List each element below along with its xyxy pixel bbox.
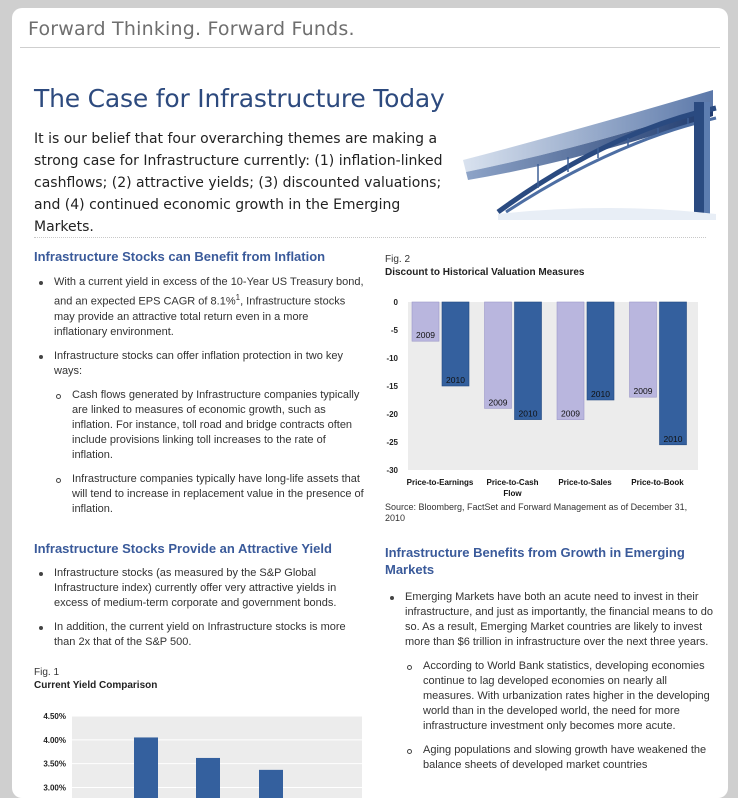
bridge-image — [463, 90, 717, 220]
fig2-source: Source: Bloomberg, FactSet and Forward M… — [385, 502, 688, 523]
em-bullets: Emerging Markets have both an acute need… — [385, 590, 713, 782]
fig2-title: Discount to Historical Valuation Measure… — [385, 267, 585, 278]
x-tick-label: Price-to-Cash — [486, 478, 538, 487]
data-label: 2010 — [446, 375, 465, 385]
bar-2009-1 — [484, 301, 512, 409]
y-tick-label: -20 — [386, 410, 398, 419]
document-page: Forward Thinking. Forward Funds. The Cas… — [12, 8, 728, 798]
fig2-label: Fig. 2 — [385, 254, 411, 265]
y-tick-label: -30 — [386, 466, 398, 475]
list-item: According to World Bank statistics, deve… — [385, 659, 713, 734]
tagline: Forward Thinking. Forward Funds. — [28, 18, 355, 40]
y-tick-label: -15 — [386, 382, 398, 391]
bar-2010-1 — [514, 301, 542, 420]
intro-paragraph: It is our belief that four overarching t… — [34, 131, 443, 235]
data-label: 2009 — [416, 330, 435, 340]
inflation-bullets: With a current yield in excess of the 10… — [34, 275, 364, 526]
x-tick-label: Price-to-Earnings — [407, 478, 474, 487]
data-label: 2010 — [519, 409, 538, 419]
bar-0 — [134, 737, 158, 798]
data-label: 2010 — [591, 389, 610, 399]
bar-2 — [259, 769, 283, 798]
section-title-em: Infrastructure Benefits from Growth in E… — [385, 545, 685, 577]
bar-2010-3 — [659, 301, 687, 446]
x-tick-label: Price-to-Sales — [558, 478, 612, 487]
section-title-inflation: Infrastructure Stocks can Benefit from I… — [34, 249, 326, 264]
list-item: Infrastructure companies typically have … — [34, 472, 364, 517]
data-label: 2009 — [489, 397, 508, 407]
bar-2009-2 — [556, 301, 585, 420]
y-tick-label: -10 — [386, 354, 398, 363]
bar-2009-0 — [411, 301, 440, 342]
bar-2010-0 — [441, 301, 470, 387]
fig2-chart: 0 -5 -10 -15 -20 -25 -30 2009 2010 Price-to-Earni… — [386, 298, 698, 498]
fig1-label: Fig. 1 — [34, 667, 60, 678]
list-item: Infrastructure stocks can offer inflatio… — [34, 349, 364, 379]
list-item: Emerging Markets have both an acute need… — [385, 590, 713, 650]
header-divider — [20, 47, 720, 48]
list-item: With a current yield in excess of the 10… — [34, 275, 364, 340]
y-tick-label: 4.00% — [43, 736, 66, 745]
section-divider — [34, 237, 706, 238]
bar-1 — [196, 757, 220, 798]
list-item: Aging populations and slowing growth hav… — [385, 743, 713, 773]
bar-2009-3 — [629, 301, 657, 398]
section-title-yield: Infrastructure Stocks Provide an Attract… — [34, 541, 332, 556]
y-tick-label: -25 — [386, 438, 398, 447]
y-tick-label: 4.50% — [43, 712, 66, 721]
data-label: 2010 — [664, 434, 683, 444]
y-tick-label: 0 — [394, 298, 399, 307]
y-tick-label: 3.50% — [43, 760, 66, 769]
data-label: 2009 — [634, 386, 653, 396]
x-tick-label: Price-to-Book — [631, 478, 684, 487]
y-tick-label: -5 — [391, 326, 399, 335]
list-item: Cash flows generated by Infrastructure c… — [34, 388, 364, 463]
x-tick-label: Flow — [503, 489, 522, 498]
list-item: In addition, the current yield on Infras… — [34, 620, 364, 650]
list-item: Infrastructure stocks (as measured by th… — [34, 566, 364, 611]
fig1-title: Current Yield Comparison — [34, 680, 158, 691]
page-title: The Case for Infrastructure Today — [34, 84, 445, 113]
data-label: 2009 — [561, 409, 580, 419]
fig1-chart: 4.50%4.00%3.50%3.00% — [43, 712, 362, 798]
yield-bullets: Infrastructure stocks (as measured by th… — [34, 566, 364, 659]
bar-2010-2 — [586, 301, 615, 401]
